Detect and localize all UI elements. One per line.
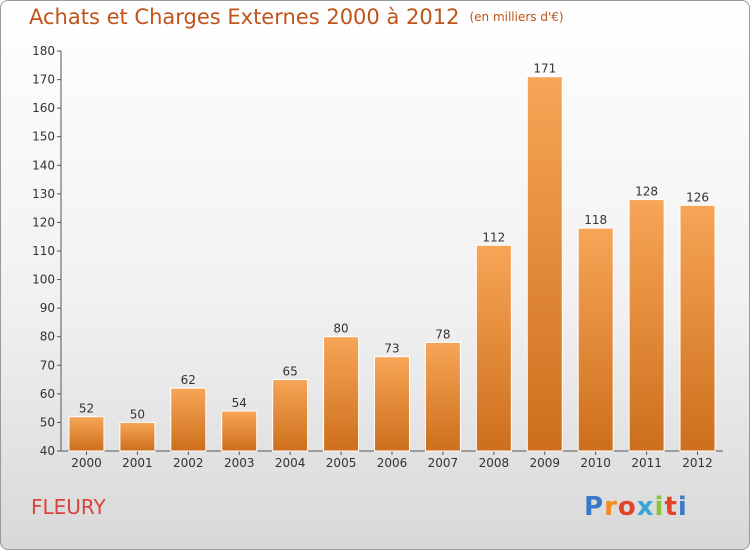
labels: 2000 52 2001 50 2002 62 2003 54 2004 65 2005 80 2006… [71, 62, 713, 470]
bar [323, 336, 360, 452]
chart-title: Achats et Charges Externes 2000 à 2012 (e… [29, 5, 564, 29]
bar [424, 341, 461, 452]
bar [221, 410, 258, 452]
logo-letter: i [677, 492, 688, 522]
x-tick-label: 2008 [479, 456, 510, 470]
data-label: 78 [435, 327, 450, 341]
data-label: 128 [635, 185, 658, 199]
logo-letter: r [604, 492, 618, 522]
x-tick-label: 2011 [631, 456, 662, 470]
y-tick-label: 40 [40, 444, 55, 458]
bar [526, 76, 563, 452]
data-label: 54 [232, 396, 247, 410]
y-tick-label: 130 [32, 187, 55, 201]
data-label: 52 [79, 402, 94, 416]
logo-letter: P [584, 492, 605, 522]
y-tick-label: 150 [32, 130, 55, 144]
data-label: 80 [333, 322, 348, 336]
chart-title-text: Achats et Charges Externes 2000 à 2012 [29, 5, 460, 29]
bar [577, 227, 614, 452]
x-tick-label: 2010 [580, 456, 611, 470]
x-tick-label: 2002 [173, 456, 204, 470]
data-label: 112 [482, 230, 505, 244]
y-tick-label: 80 [40, 330, 55, 344]
logo-letter: t [664, 492, 678, 522]
y-tick-label: 100 [32, 273, 55, 287]
y-tick-label: 160 [32, 101, 55, 115]
bars [68, 76, 716, 452]
bar [628, 199, 665, 452]
data-label: 50 [130, 407, 145, 421]
bar [119, 421, 156, 452]
proxiti-logo: Proxiti [584, 492, 688, 522]
x-tick-label: 2009 [529, 456, 560, 470]
logo-letter: o [617, 492, 637, 522]
bar [170, 387, 207, 452]
x-tick-label: 2004 [275, 456, 306, 470]
x-tick-label: 2006 [377, 456, 408, 470]
y-tick-label: 50 [40, 415, 55, 429]
y-tick-label: 180 [32, 44, 55, 58]
x-tick-label: 2000 [71, 456, 102, 470]
axes: 40 50 60 70 80 90 100 110 120 130 140 150 160 170 180 [32, 44, 723, 458]
bar [68, 416, 105, 452]
y-tick-label: 120 [32, 215, 55, 229]
logo-letter: i [654, 492, 665, 522]
y-tick-label: 70 [40, 358, 55, 372]
logo-letter: x [636, 492, 655, 522]
x-tick-label: 2003 [224, 456, 255, 470]
data-label: 62 [181, 373, 196, 387]
bar [475, 244, 512, 452]
bar [679, 204, 716, 452]
x-tick-label: 2012 [682, 456, 713, 470]
data-label: 65 [283, 365, 298, 379]
y-tick-label: 60 [40, 387, 55, 401]
bar [272, 379, 309, 452]
data-label: 171 [533, 62, 556, 76]
data-label: 73 [384, 342, 399, 356]
x-tick-label: 2005 [326, 456, 357, 470]
y-tick-label: 110 [32, 244, 55, 258]
data-label: 118 [584, 213, 607, 227]
city-name: FLEURY [31, 495, 106, 519]
y-tick-label: 90 [40, 301, 55, 315]
data-label: 126 [686, 190, 709, 204]
y-tick-label: 170 [32, 73, 55, 87]
x-tick-label: 2001 [122, 456, 153, 470]
chart-unit: (en milliers d'€) [469, 10, 564, 24]
bar [374, 356, 410, 452]
x-tick-label: 2007 [428, 456, 459, 470]
y-tick-label: 140 [32, 158, 55, 172]
